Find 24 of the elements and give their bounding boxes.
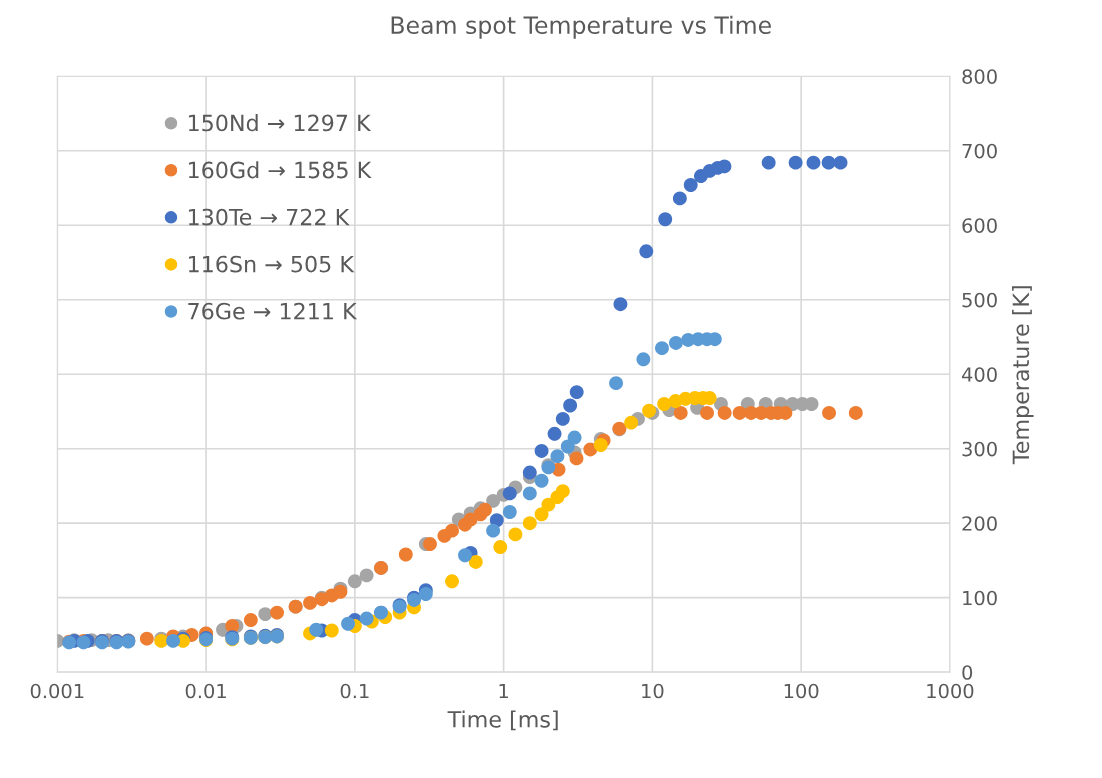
y-tick-label: 500 [962, 292, 997, 308]
x-tick-label: 10 [642, 683, 664, 699]
legend-label: 130Te → 722 K [188, 208, 350, 226]
x-tick-label: 1 [499, 683, 508, 699]
x-tick-label: 1000 [927, 683, 974, 699]
y-tick-label: 100 [963, 590, 997, 606]
x-tick-label: 0.01 [185, 683, 226, 699]
legend-label: 76Ge → 1211 K [188, 302, 358, 320]
y-tick-label: 800 [962, 69, 997, 84]
y-tick-label: 200 [962, 516, 997, 531]
chart-title: Beam spot Temperature vs Time [391, 15, 771, 39]
legend-label: 150Nd → 1297 K [188, 114, 372, 132]
y-tick-label: 300 [962, 441, 997, 457]
y-tick-label: 400 [961, 367, 997, 382]
y-axis-title: Temperature [K] [1012, 286, 1034, 465]
legend-label: 116Sn → 505 K [188, 255, 355, 273]
y-tick-label: 600 [962, 218, 997, 233]
x-axis-title: Time [ms] [447, 710, 558, 731]
x-tick-label: 100 [784, 683, 819, 699]
legend-label: 160Gd → 1585 K [188, 161, 372, 179]
y-tick-label: 0 [962, 665, 973, 680]
y-tick-label: 700 [962, 143, 997, 159]
x-tick-label: 0.001 [30, 683, 84, 699]
x-tick-label: 0.1 [340, 683, 369, 699]
